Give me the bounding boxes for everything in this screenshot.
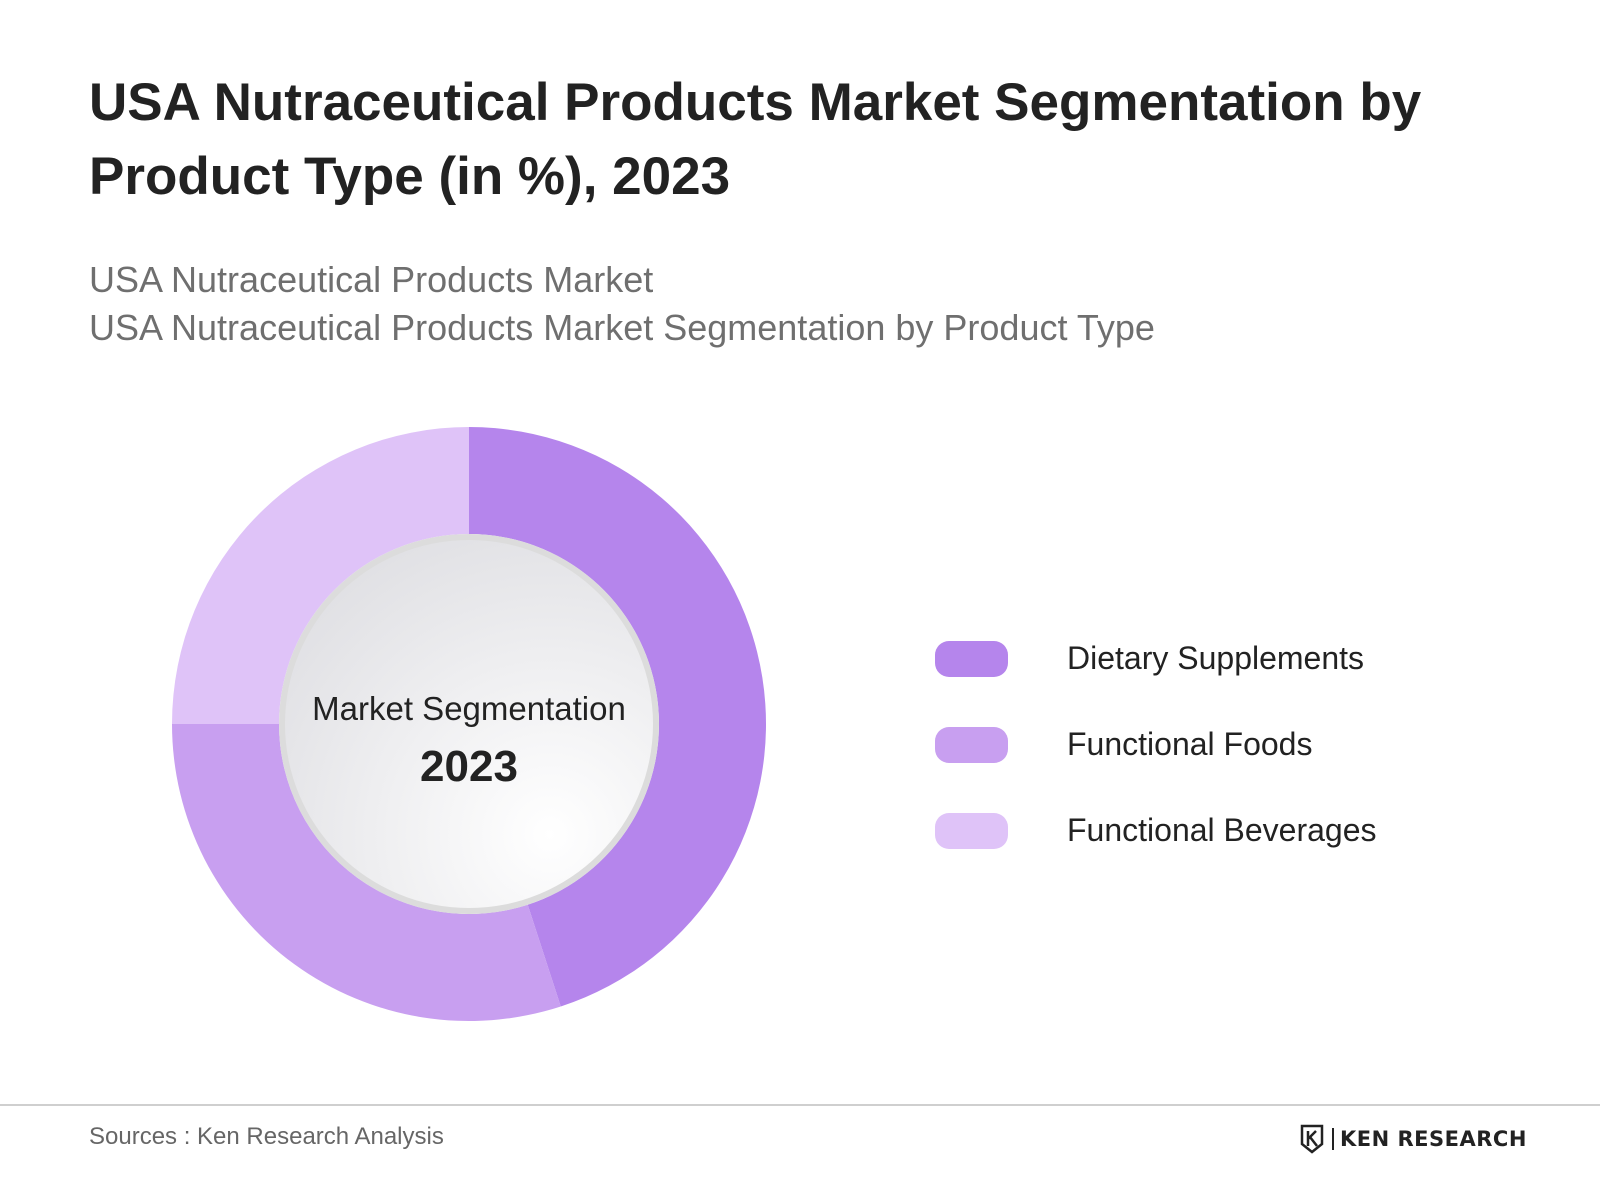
donut-slices [171,427,766,1021]
subtitle: USA Nutraceutical Products Market USA Nu… [89,256,1489,352]
slice-functional-foods [171,724,561,1021]
slice-functional-beverages [172,427,469,724]
subtitle-line-2: USA Nutraceutical Products Market Segmen… [89,307,1155,348]
brand-name: KEN RESEARCH [1340,1127,1527,1151]
center-label: Market Segmentation [312,690,626,727]
donut-chart: Market Segmentation 2023 [171,427,766,1021]
subtitle-line-1: USA Nutraceutical Products Market [89,259,654,300]
legend-swatch-dietary-supplements [935,641,1008,677]
center-year: 2023 [420,742,518,791]
footer-divider [0,1104,1600,1106]
ken-research-k-logo-icon [1300,1124,1324,1154]
chart-title: USA Nutraceutical Products Market Segmen… [89,73,1422,206]
legend-label: Functional Beverages [1067,812,1377,848]
legend-label: Functional Foods [1067,726,1313,762]
legend-swatch-functional-foods [935,727,1008,763]
legend-label: Dietary Supplements [1067,640,1365,676]
legend-swatch-functional-beverages [935,813,1008,849]
source-note: Sources : Ken Research Analysis [89,1123,444,1150]
donut-center-disc [285,540,653,908]
brand-logo: KEN RESEARCH [1300,1124,1527,1154]
slice-dietary-supplements [469,427,766,1007]
brand-separator [1332,1128,1334,1150]
